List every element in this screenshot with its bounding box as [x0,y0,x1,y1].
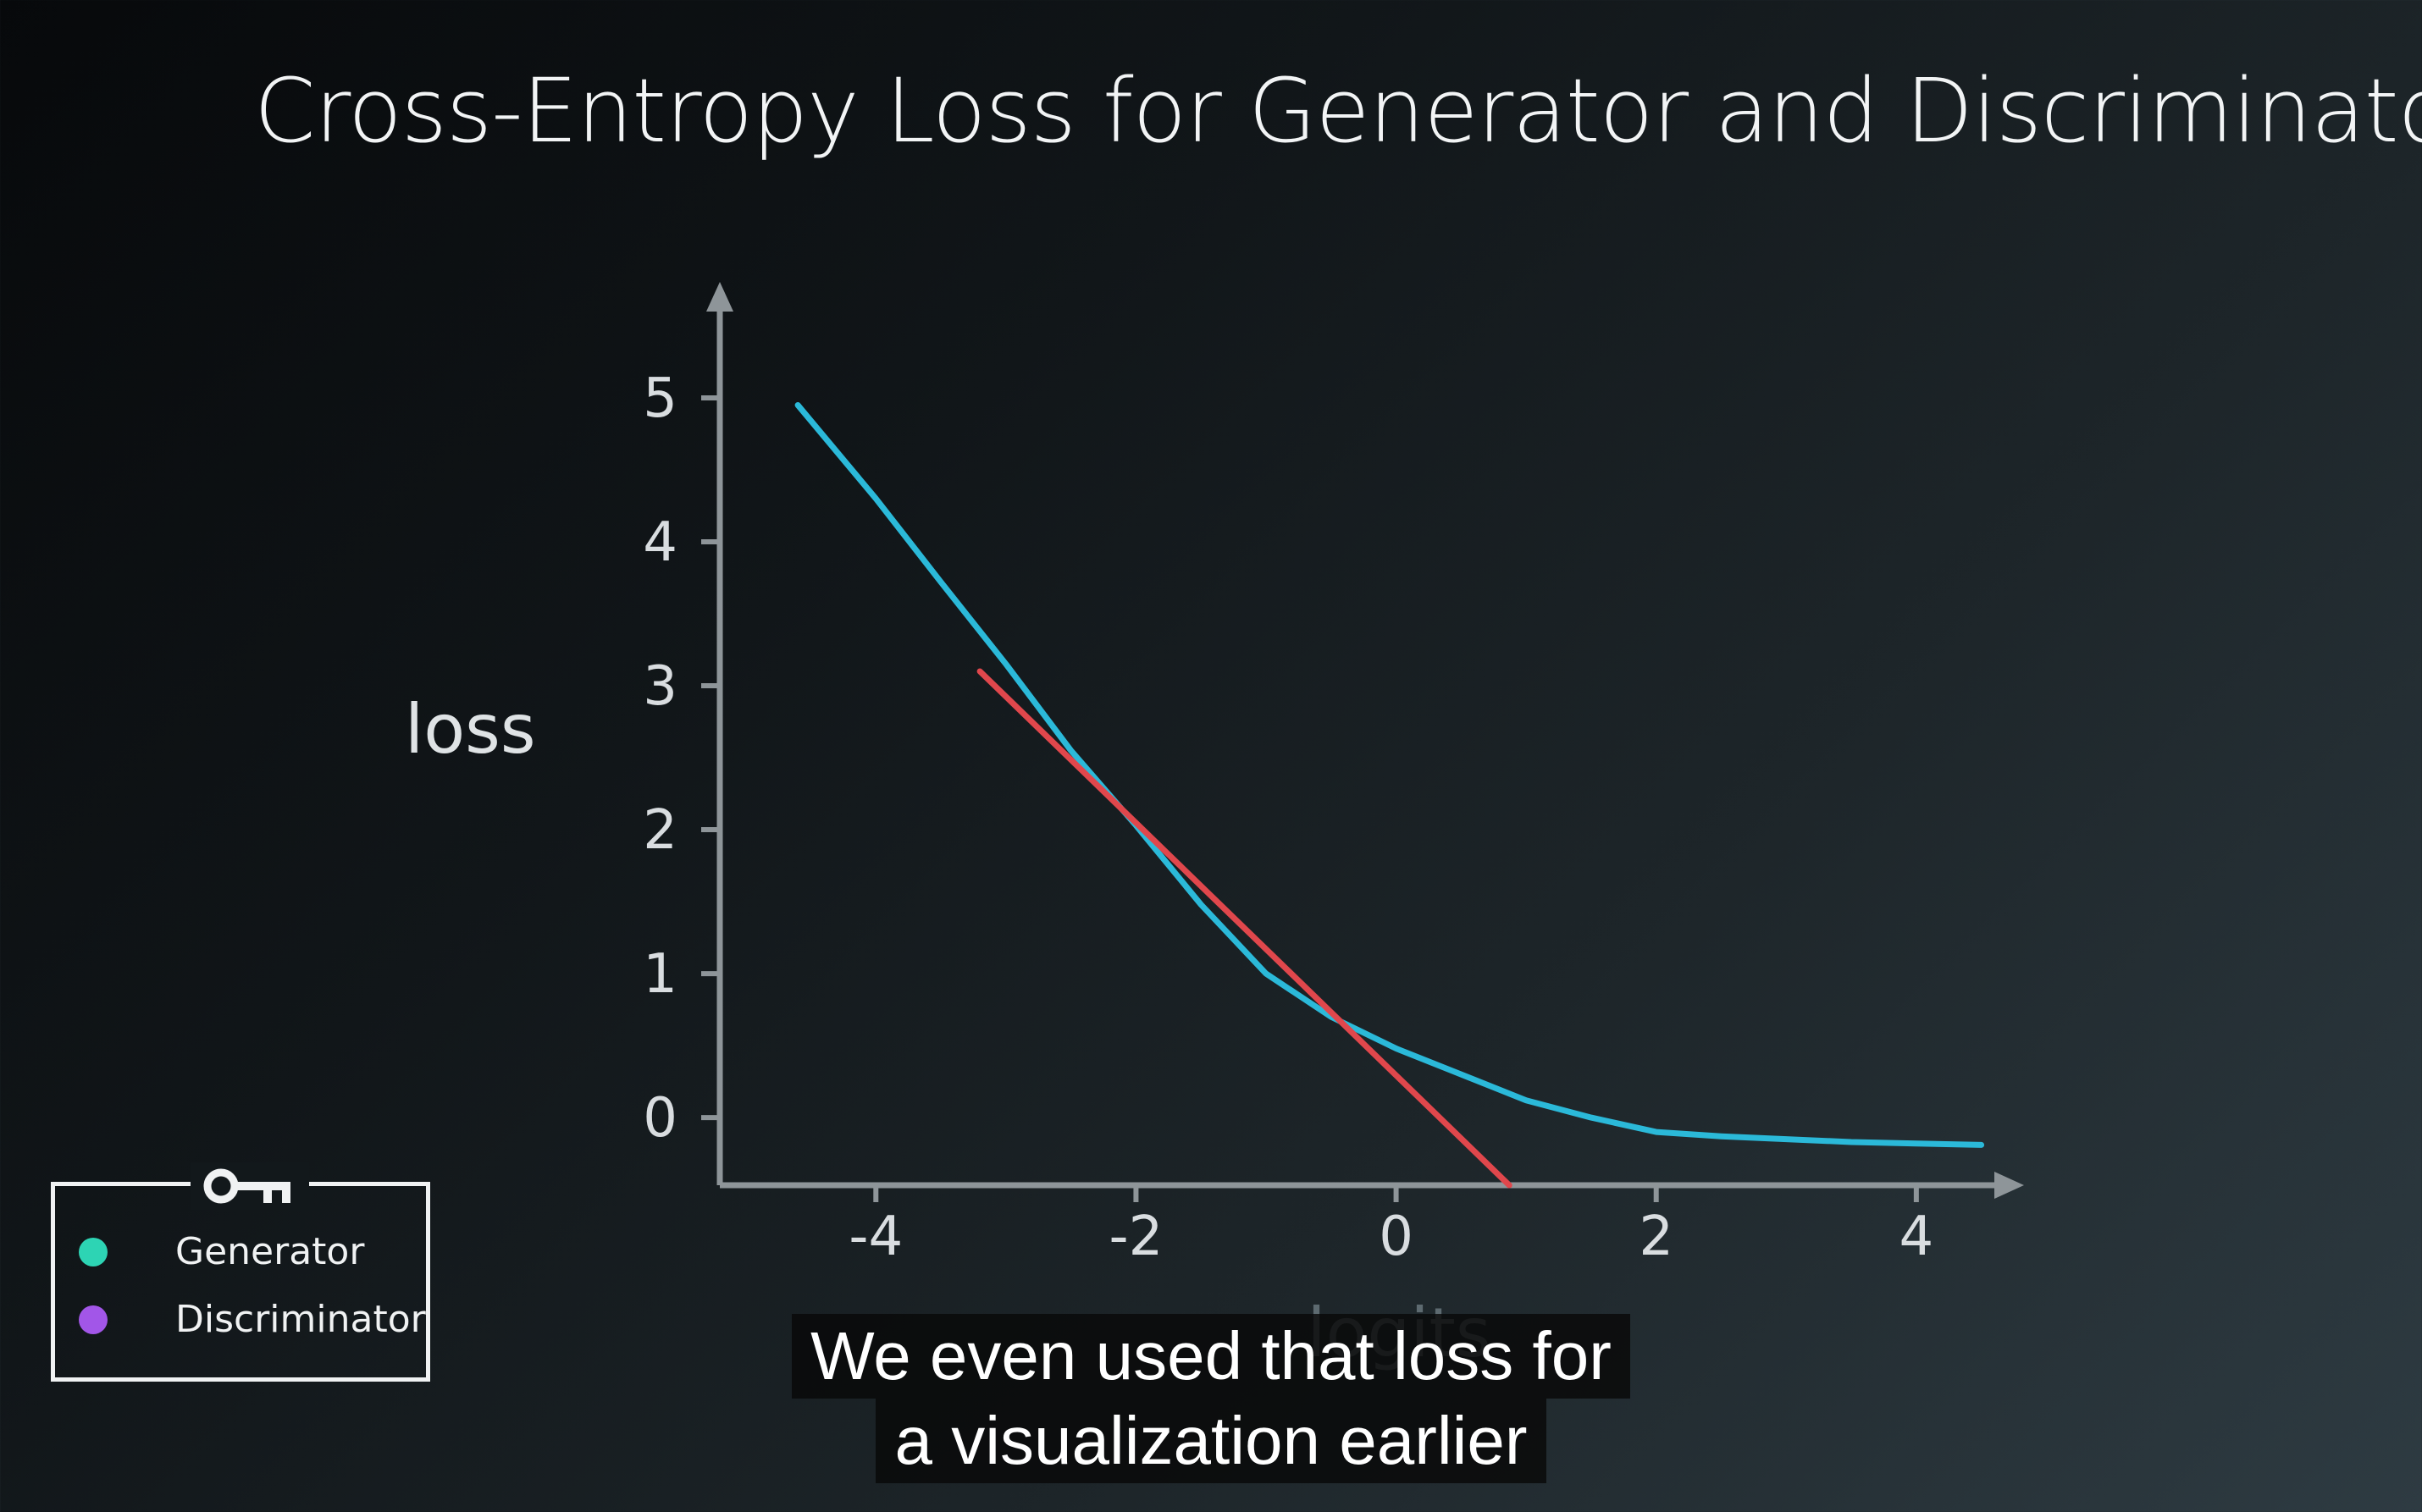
subtitle-line-1: We even used that loss for [792,1314,1630,1399]
y-axis-label: loss [405,690,536,769]
x-tick-label: 0 [1379,1206,1413,1268]
legend-key-badge [191,1162,309,1210]
legend-dot-discriminator [79,1305,108,1334]
legend-label-generator: Generator [175,1230,365,1273]
y-tick-label: 5 [643,367,677,430]
legend-dot-generator [79,1237,108,1266]
key-icon [203,1168,290,1204]
ticks: -4 -2 0 2 4 0 1 2 3 4 5 [643,367,1933,1268]
legend: Generator Discriminator [51,1162,430,1382]
y-tick-label: 2 [643,799,677,862]
legend-item-generator: Generator [79,1230,364,1273]
x-tick-label: -2 [1109,1206,1164,1268]
x-tick-label: -4 [849,1206,903,1268]
series-line-0 [794,402,1985,1148]
legend-label-discriminator: Discriminator [175,1298,426,1341]
subtitle-line-2: a visualization earlier [876,1399,1546,1483]
y-tick-label: 0 [643,1087,677,1150]
axes [706,282,2024,1199]
series-lines [794,402,1985,1189]
x-tick-label: 4 [1899,1206,1933,1268]
y-tick-label: 1 [643,943,677,1006]
y-tick-label: 3 [643,655,677,718]
x-axis-arrow [1994,1172,2024,1199]
series-line-1 [976,668,1512,1189]
x-tick-label: 2 [1639,1206,1673,1268]
subtitles: We even used that loss for a visualizati… [0,1314,2422,1483]
legend-item-discriminator: Discriminator [79,1298,426,1341]
y-axis-arrow [706,282,733,312]
chart-title: Cross-Entropy Loss for Generator and Dis… [254,59,2422,163]
y-tick-label: 4 [643,511,677,574]
